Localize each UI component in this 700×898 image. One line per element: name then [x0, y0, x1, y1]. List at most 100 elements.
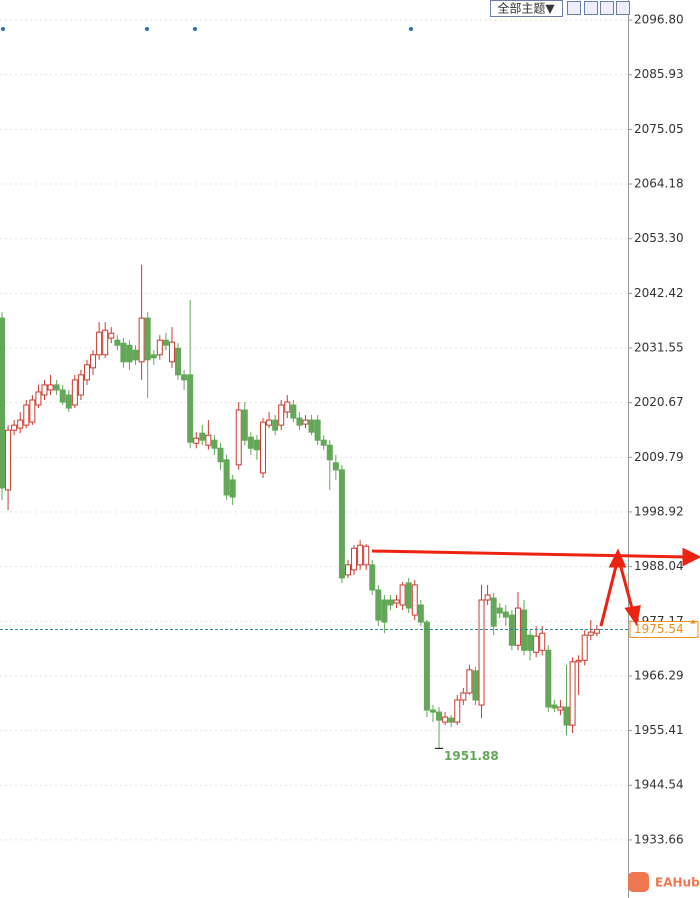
candle-body [344, 564, 351, 576]
candle-body [417, 604, 424, 623]
candle-body [551, 704, 558, 709]
candle-body [0, 317, 5, 489]
current-price-label: 1975.54 [634, 622, 684, 636]
candle-body [266, 419, 273, 426]
candle-body [308, 419, 315, 433]
candle-body [126, 344, 133, 363]
candle-body [47, 384, 54, 391]
candle-body [338, 469, 345, 579]
candle-body [448, 717, 455, 723]
candle-body [162, 339, 169, 346]
candle-body [521, 609, 528, 651]
y-tick-label: 2009.79 [634, 450, 684, 464]
candle-body [241, 409, 248, 441]
candle-body [223, 459, 230, 496]
candle-body [387, 599, 394, 606]
candle-body [496, 607, 503, 614]
candle-body [351, 547, 358, 571]
tool-icon[interactable] [567, 1, 581, 15]
candle-body [114, 339, 121, 346]
marker-dot [145, 27, 149, 31]
candle-body [132, 349, 139, 361]
candle-body [533, 635, 540, 653]
arrow-line [617, 559, 635, 613]
candle-body [217, 447, 224, 463]
marker-dot [1, 27, 5, 31]
candle-body [53, 384, 60, 391]
candle-body [247, 436, 254, 449]
candle-body [369, 564, 376, 591]
candle-body [514, 607, 521, 646]
candle-body [478, 599, 485, 706]
arrow-line [599, 561, 619, 627]
candle-body [442, 716, 449, 723]
candle-body [545, 649, 552, 708]
y-tick-label: 2053.30 [634, 231, 684, 245]
candle-body [527, 634, 534, 651]
candle-body [120, 342, 127, 363]
candle-body [302, 419, 309, 425]
candle-body [484, 594, 491, 601]
candle-body [466, 669, 473, 694]
toolbar: 全部主题▼ [490, 0, 630, 17]
current-price-marker [690, 619, 696, 624]
candle-body [156, 339, 163, 356]
tool-icon[interactable] [584, 1, 598, 15]
candle-body [168, 341, 175, 363]
candle-body [35, 391, 42, 406]
candle-body [557, 706, 564, 711]
marker-dot [409, 27, 413, 31]
candle-body [90, 354, 97, 369]
y-tick-label: 1944.54 [634, 778, 684, 792]
candle-body [393, 599, 400, 604]
candle-body [563, 706, 570, 726]
candle-body [193, 437, 200, 444]
candle-body [108, 332, 115, 339]
theme-button[interactable] [490, 0, 563, 17]
candle-body [326, 444, 333, 461]
candle-body [17, 419, 24, 429]
arrow-line [371, 549, 689, 559]
candle-body [278, 404, 285, 426]
y-tick-label: 1966.29 [634, 668, 684, 682]
y-tick-label: 2075.05 [634, 122, 684, 136]
candle-body [423, 621, 430, 711]
candle-body [253, 439, 260, 451]
candle-body [332, 462, 339, 471]
tool-icon[interactable] [616, 1, 630, 15]
y-tick-label: 1955.41 [634, 723, 684, 737]
candle-body [460, 692, 467, 701]
candle-body [502, 611, 509, 618]
candle-body [5, 429, 12, 491]
candle-body [187, 374, 194, 443]
y-tick-label: 1998.92 [634, 504, 684, 518]
candle-body [229, 479, 236, 498]
y-tick-label: 2020.67 [634, 395, 684, 409]
candle-body [175, 347, 182, 376]
candle-body [96, 331, 103, 356]
candle-body [593, 628, 600, 634]
candle-body [29, 399, 36, 423]
candle-body [83, 364, 90, 381]
y-tick-label: 1933.66 [634, 832, 684, 846]
arrow-head [624, 605, 641, 626]
candle-body [436, 711, 443, 721]
candle-body [77, 374, 84, 396]
y-tick-label: 1988.04 [634, 559, 684, 573]
y-tick-label: 2042.42 [634, 286, 684, 300]
y-tick-label: 2031.55 [634, 340, 684, 354]
candle-body [144, 317, 151, 361]
candle-body [320, 439, 327, 446]
candle-body [357, 544, 364, 566]
candle-body [199, 432, 206, 441]
candle-body [296, 417, 303, 426]
candle-body [581, 634, 588, 661]
candle-body [569, 661, 576, 726]
y-tick-label: 2064.18 [634, 177, 684, 191]
tool-icon[interactable] [600, 1, 614, 15]
candle-body [41, 384, 48, 396]
y-tick-label: 2085.93 [634, 67, 684, 81]
y-tick-label: 2096.80 [634, 13, 684, 27]
